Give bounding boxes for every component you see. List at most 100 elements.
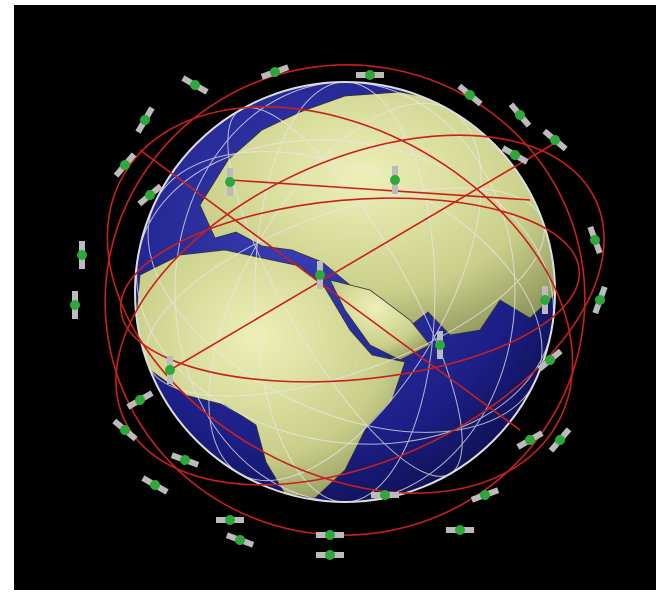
satellite-body <box>365 70 375 80</box>
solar-panel <box>79 259 85 269</box>
solar-panel <box>112 418 124 430</box>
satellite-body <box>315 270 325 280</box>
satellite-body <box>235 535 245 545</box>
satellite-body <box>325 530 335 540</box>
satellite <box>371 490 399 500</box>
solar-panel <box>542 286 548 296</box>
solar-panel <box>187 458 200 468</box>
solar-panel <box>317 279 323 289</box>
solar-panel <box>356 72 366 78</box>
satellite <box>315 261 325 289</box>
solar-panel <box>471 95 483 107</box>
satellite <box>141 475 169 495</box>
solar-panel <box>141 390 154 401</box>
solar-panel <box>542 304 548 314</box>
solar-panel <box>181 75 194 86</box>
satellite-body <box>510 150 520 160</box>
satellite <box>457 83 483 107</box>
satellite <box>516 430 544 450</box>
satellite-body <box>540 295 550 305</box>
satellite <box>113 152 137 178</box>
solar-panel <box>520 116 532 128</box>
satellite <box>77 241 87 269</box>
satellite <box>592 285 608 315</box>
satellite-body <box>480 490 490 500</box>
satellite <box>501 145 529 165</box>
solar-panel <box>457 83 469 95</box>
solar-panel <box>317 261 323 271</box>
solar-panel <box>334 532 344 538</box>
satellite <box>587 225 603 255</box>
red-orbits <box>104 64 605 536</box>
solar-panel <box>437 349 443 359</box>
solar-panel <box>316 552 326 558</box>
satellite-body <box>515 110 525 120</box>
satellite-body <box>225 177 235 187</box>
satellite <box>216 515 244 525</box>
solar-panel <box>277 64 290 74</box>
satellite <box>181 75 209 95</box>
solar-panel <box>531 430 544 441</box>
satellite <box>356 70 384 80</box>
satellite-body <box>525 435 535 445</box>
solar-panel <box>125 152 137 164</box>
solar-panel <box>227 168 233 178</box>
satellite-body <box>77 250 87 260</box>
satellite <box>260 64 290 80</box>
solar-panel <box>587 225 597 238</box>
solar-panel <box>234 517 244 523</box>
satellite-body <box>390 175 400 185</box>
solar-panel <box>144 106 155 119</box>
satellite <box>316 550 344 560</box>
solar-panel <box>196 84 209 95</box>
satellite-body <box>380 490 390 500</box>
solar-panel <box>464 527 474 533</box>
solar-panel <box>508 102 520 114</box>
solar-panel <box>135 121 146 134</box>
solar-panel <box>72 291 78 301</box>
solar-panel <box>126 399 139 410</box>
satellite <box>446 525 474 535</box>
satellite <box>112 418 138 442</box>
solar-panel <box>548 441 560 453</box>
solar-panel <box>72 309 78 319</box>
solar-panel <box>141 475 154 486</box>
solar-panel <box>137 195 149 207</box>
satellite <box>316 530 344 540</box>
satellite-body <box>225 515 235 525</box>
satellite-body <box>150 480 160 490</box>
solar-panel <box>556 140 568 152</box>
solar-panel <box>216 517 226 523</box>
satellite-body <box>270 67 280 77</box>
solar-panel <box>593 242 603 255</box>
solar-panel <box>242 538 255 548</box>
satellite <box>126 390 154 410</box>
satellite <box>435 331 445 359</box>
solar-panel <box>374 72 384 78</box>
solar-panel <box>389 492 399 498</box>
satellite-body <box>140 115 150 125</box>
solar-panel <box>225 532 238 542</box>
solar-panel <box>227 186 233 196</box>
solar-panel <box>598 285 608 298</box>
satellite-body <box>180 455 190 465</box>
satellite <box>225 532 255 548</box>
satellite-body <box>120 425 130 435</box>
satellite-body <box>165 365 175 375</box>
satellite-body <box>70 300 80 310</box>
solar-panel <box>167 374 173 384</box>
solar-panel <box>592 302 602 315</box>
solar-panel <box>446 527 456 533</box>
solar-panel <box>560 427 572 439</box>
solar-panel <box>487 487 500 497</box>
solar-panel <box>151 183 163 195</box>
solar-panel <box>537 360 549 372</box>
satellite-body <box>455 525 465 535</box>
satellite <box>70 291 80 319</box>
solar-panel <box>392 184 398 194</box>
satellite <box>170 452 200 468</box>
solar-panel <box>371 492 381 498</box>
solar-panel <box>113 166 125 178</box>
